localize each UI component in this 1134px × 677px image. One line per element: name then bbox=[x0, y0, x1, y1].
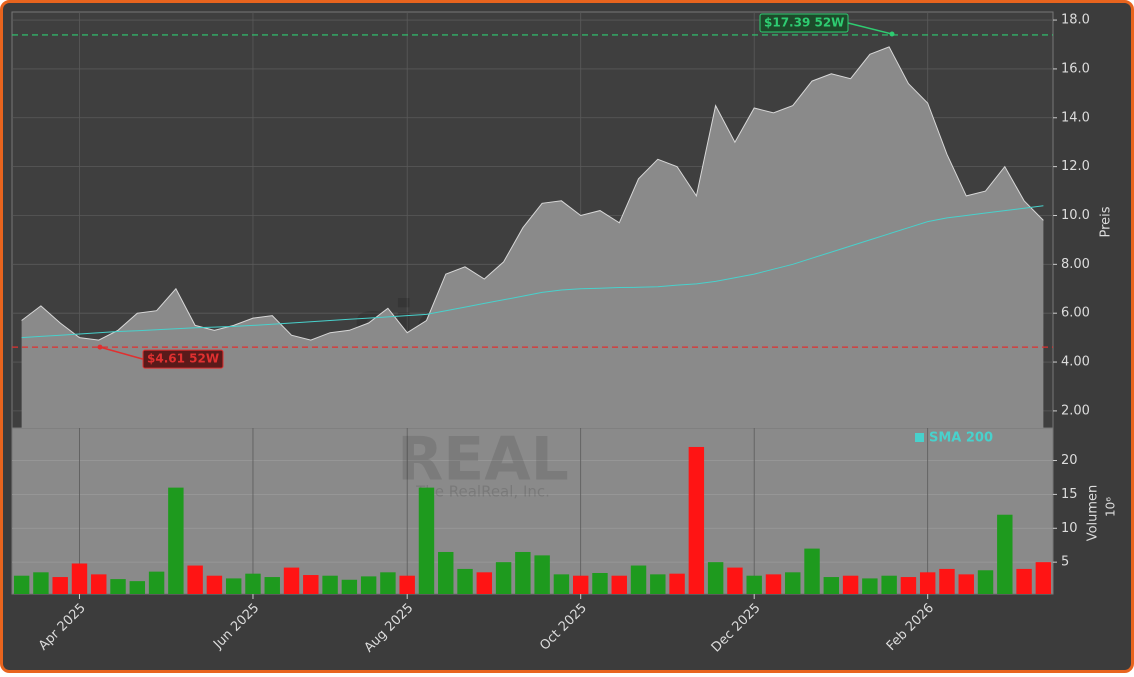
volume-bar bbox=[746, 575, 762, 594]
price-line bbox=[21, 46, 1044, 341]
volume-bar bbox=[881, 575, 897, 594]
volume-bar bbox=[707, 562, 724, 594]
y-tick-label: 12.0 bbox=[1061, 159, 1090, 174]
volume-bar bbox=[110, 579, 126, 594]
volume-bar bbox=[13, 575, 30, 594]
volume-bar bbox=[553, 574, 570, 594]
y-tick-label: 6.00 bbox=[1061, 306, 1090, 321]
volume-bar bbox=[765, 574, 782, 594]
volume-bar bbox=[438, 551, 454, 594]
annotation-label: $4.61 52W bbox=[147, 352, 219, 366]
volume-bar bbox=[91, 574, 107, 594]
volume-bar bbox=[534, 555, 550, 594]
volume-bar bbox=[380, 572, 396, 594]
volume-bar bbox=[997, 514, 1013, 594]
volume-bar bbox=[630, 565, 647, 594]
volume-bar bbox=[919, 572, 936, 594]
y-tick-label: 20 bbox=[1061, 453, 1078, 468]
y-axis-label: Volumen bbox=[1086, 485, 1101, 542]
annotation-arrow bbox=[847, 22, 893, 35]
volume-bar bbox=[129, 581, 146, 594]
volume-bar bbox=[669, 573, 685, 594]
volume-bar bbox=[900, 577, 917, 594]
volume-bar bbox=[71, 563, 88, 594]
volume-bar bbox=[688, 446, 705, 594]
volume-bar bbox=[322, 575, 338, 594]
watermark-company: The RealReal, Inc. bbox=[415, 483, 550, 501]
volume-bar bbox=[283, 567, 300, 594]
volume-bar bbox=[823, 577, 840, 594]
legend-label: SMA 200 bbox=[929, 431, 993, 446]
y-tick-label: 16.0 bbox=[1061, 61, 1090, 76]
annotation-arrow-head bbox=[889, 31, 895, 37]
volume-bar bbox=[303, 575, 319, 594]
volume-bar bbox=[977, 570, 994, 594]
volume-bar bbox=[592, 572, 608, 594]
volume-bar bbox=[476, 572, 493, 594]
volume-bar bbox=[360, 576, 377, 594]
volume-bar bbox=[225, 578, 242, 594]
volume-bar bbox=[842, 575, 859, 594]
volume-bar bbox=[515, 551, 531, 594]
annotation-arrow bbox=[99, 346, 144, 360]
volume-bar bbox=[341, 579, 358, 594]
y-tick-label: 8.00 bbox=[1061, 257, 1090, 272]
volume-bar bbox=[958, 574, 974, 594]
volume-bar bbox=[495, 562, 512, 594]
volume-bar bbox=[187, 565, 203, 594]
y-tick-label: 18.0 bbox=[1061, 13, 1090, 28]
volume-bar bbox=[33, 572, 49, 594]
volume-bar bbox=[418, 487, 435, 594]
volume-bar bbox=[148, 571, 165, 594]
volume-bar bbox=[785, 572, 801, 594]
volume-bar bbox=[1035, 562, 1052, 594]
volume-bar bbox=[727, 567, 743, 594]
volume-bar bbox=[572, 575, 589, 594]
volume-bar bbox=[1016, 568, 1032, 594]
price-area bbox=[21, 46, 1044, 429]
volume-bar bbox=[804, 548, 820, 594]
sma-line bbox=[21, 205, 1044, 339]
y-tick-label: 14.0 bbox=[1061, 110, 1090, 125]
watermark-ticker: REAL bbox=[397, 425, 569, 495]
y-tick-label: 5 bbox=[1061, 555, 1069, 570]
y-axis-unit: 10⁶ bbox=[1104, 497, 1118, 517]
y-tick-label: 4.00 bbox=[1061, 355, 1090, 370]
volume-bar bbox=[862, 578, 878, 594]
legend-swatch bbox=[915, 433, 924, 442]
volume-bar bbox=[245, 573, 261, 594]
volume-bar bbox=[168, 487, 184, 594]
y-tick-label: 15 bbox=[1061, 487, 1078, 502]
y-axis-label: Preis bbox=[1099, 206, 1114, 237]
y-tick-label: 10 bbox=[1061, 521, 1078, 536]
volume-bar bbox=[650, 574, 666, 594]
annotation-arrow-head bbox=[97, 344, 103, 350]
volume-bar bbox=[52, 577, 68, 594]
volume-bar bbox=[206, 575, 223, 594]
volume-bar bbox=[939, 568, 955, 594]
volume-bar bbox=[611, 575, 627, 594]
annotation-label: $17.39 52W bbox=[764, 15, 844, 29]
volume-bar bbox=[264, 577, 280, 594]
volume-bar bbox=[457, 568, 473, 594]
y-tick-label: 10.0 bbox=[1061, 208, 1090, 223]
volume-bar bbox=[399, 575, 415, 594]
y-tick-label: 2.00 bbox=[1061, 403, 1090, 418]
